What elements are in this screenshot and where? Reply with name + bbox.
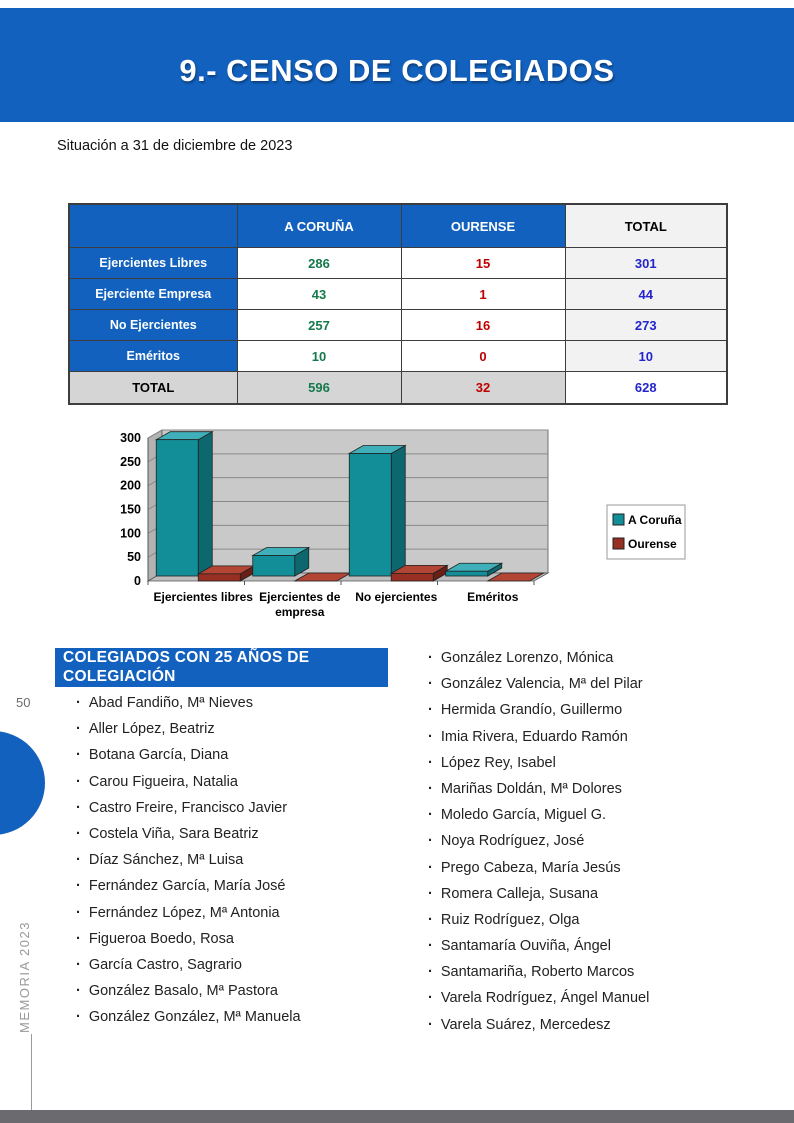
colegiado-name: Romera Calleja, Susana — [428, 881, 649, 907]
census-cell: Ejerciente Empresa — [68, 278, 238, 310]
y-axis-labels: 0 50 100 150 200 250 300 — [120, 431, 141, 588]
svg-text:100: 100 — [120, 526, 141, 540]
census-col-header: A CORUÑA — [236, 203, 402, 248]
colegiado-name: Figueroa Boedo, Rosa — [76, 926, 301, 952]
svg-text:300: 300 — [120, 431, 141, 445]
colegiado-name: González Lorenzo, Mónica — [428, 645, 649, 671]
census-cell: No Ejercientes — [68, 309, 238, 341]
subtitle: Situación a 31 de diciembre de 2023 — [57, 138, 293, 154]
legend-swatch — [612, 537, 625, 550]
colegiado-name: González Valencia, Mª del Pilar — [428, 671, 649, 697]
census-cell: 10 — [564, 340, 728, 372]
census-table-head: A CORUÑA OURENSE TOTAL — [68, 203, 728, 248]
census-cell: 628 — [564, 371, 728, 405]
svg-text:250: 250 — [120, 455, 141, 469]
colegiados-list-left: Abad Fandiño, Mª NievesAller López, Beat… — [76, 690, 301, 1030]
colegiado-name: González Basalo, Mª Pastora — [76, 978, 301, 1004]
census-cell: 16 — [400, 309, 566, 341]
census-cell: Ejercientes Libres — [68, 247, 238, 279]
sidebar-vertical-text: MEMORIA 2023 — [17, 921, 32, 1033]
census-cell: 596 — [236, 371, 402, 405]
census-cell: 15 — [400, 247, 566, 279]
colegiados-list-right: González Lorenzo, MónicaGonzález Valenci… — [428, 645, 650, 1038]
svg-text:Eméritos: Eméritos — [467, 590, 519, 604]
census-cell: 301 — [564, 247, 728, 279]
census-cell: 257 — [236, 309, 402, 341]
census-col-header: TOTAL — [564, 203, 728, 248]
svg-text:Ejercientes libres: Ejercientes libres — [154, 590, 254, 604]
census-cell: 286 — [236, 247, 402, 279]
census-col-header: OURENSE — [400, 203, 566, 248]
svg-text:0: 0 — [134, 574, 141, 588]
svg-text:50: 50 — [127, 550, 141, 564]
page-title: 9.- CENSO DE COLEGIADOS — [179, 53, 615, 88]
colegiado-name: Mariñas Doldán, Mª Dolores — [428, 776, 649, 802]
census-cell: 43 — [236, 278, 402, 310]
colegiado-name: Castro Freire, Francisco Javier — [76, 795, 301, 821]
legend-label: A Coruña — [628, 513, 682, 527]
colegiado-name: Fernández García, María José — [76, 873, 301, 899]
census-row: Ejercientes Libres 286 15 301 — [68, 247, 728, 279]
legend-label: Ourense — [628, 537, 677, 551]
colegiados-heading-box: COLEGIADOS CON 25 AÑOS DE COLEGIACIÓN — [55, 648, 388, 687]
sidebar-vertical-line — [31, 1034, 32, 1110]
census-cell: 1 — [400, 278, 566, 310]
colegiado-name: Abad Fandiño, Mª Nieves — [76, 690, 301, 716]
census-cell: 44 — [564, 278, 728, 310]
colegiado-name: Varela Rodríguez, Ángel Manuel — [428, 985, 650, 1011]
decorative-circle — [0, 731, 45, 835]
category-labels: Ejercientes libres Ejercientes de empresa N… — [154, 590, 519, 619]
colegiado-name: Díaz Sánchez, Mª Luisa — [76, 847, 301, 873]
colegiado-name: Noya Rodríguez, José — [428, 828, 649, 854]
page-number: 50 — [16, 695, 31, 710]
colegiado-name: Fernández López, Mª Antonia — [76, 900, 301, 926]
svg-text:200: 200 — [120, 479, 141, 493]
colegiado-name: Carou Figueira, Natalia — [76, 769, 301, 795]
colegiado-name: Varela Suárez, Mercedesz — [428, 1012, 649, 1038]
colegiado-name: Botana García, Diana — [76, 742, 301, 768]
colegiado-name: Aller López, Beatriz — [76, 716, 301, 742]
x-axis-ticks — [147, 581, 535, 585]
bars — [154, 430, 546, 582]
census-cell: 32 — [400, 371, 566, 405]
colegiado-name: Hermida Grandío, Guillermo — [428, 697, 649, 723]
colegiado-name: López Rey, Isabel — [428, 750, 649, 776]
colegiado-name: Santamaría Ouviña, Ángel — [428, 933, 649, 959]
census-table-body: Ejercientes Libres 286 15 301 Ejerciente Emp… — [68, 247, 728, 405]
census-cell: 273 — [564, 309, 728, 341]
svg-text:150: 150 — [120, 503, 141, 517]
colegiado-name: Ruiz Rodríguez, Olga — [428, 907, 649, 933]
colegiado-name: Santamariña, Roberto Marcos — [428, 959, 649, 985]
census-cell: 10 — [236, 340, 402, 372]
census-row: No Ejercientes 257 16 273 — [68, 309, 728, 341]
census-row: Ejerciente Empresa 43 1 44 — [68, 278, 728, 310]
colegiado-name: Costela Viña, Sara Beatriz — [76, 821, 301, 847]
census-col-header — [68, 203, 238, 248]
census-bar-chart: 0 50 100 150 200 250 300 Ejercientes libres Ejer… — [110, 424, 690, 634]
census-cell: 0 — [400, 340, 566, 372]
census-cell: Eméritos — [68, 340, 238, 372]
colegiado-name: García Castro, Sagrario — [76, 952, 301, 978]
colegiado-name: Imia Rivera, Eduardo Ramón — [428, 724, 649, 750]
page-header-banner: 9.- CENSO DE COLEGIADOS — [0, 8, 794, 122]
colegiados-heading-label: COLEGIADOS CON 25 AÑOS DE COLEGIACIÓN — [63, 649, 310, 685]
chart-legend: A Coruña Ourense — [606, 504, 686, 560]
census-table: A CORUÑA OURENSE TOTAL Ejercientes Libres 2… — [68, 203, 728, 405]
colegiado-name: Moledo García, Miguel G. — [428, 802, 649, 828]
census-header-row: A CORUÑA OURENSE TOTAL — [68, 203, 728, 248]
census-total-row: TOTAL 596 32 628 — [68, 371, 728, 405]
legend-swatch — [612, 513, 625, 526]
colegiado-name: Prego Cabeza, María Jesús — [428, 855, 649, 881]
bottom-gray-bar — [0, 1110, 794, 1123]
census-cell: TOTAL — [68, 371, 238, 405]
census-row: Eméritos 10 0 10 — [68, 340, 728, 372]
svg-text:No ejercientes: No ejercientes — [355, 590, 437, 604]
colegiado-name: González González, Mª Manuela — [76, 1004, 301, 1030]
